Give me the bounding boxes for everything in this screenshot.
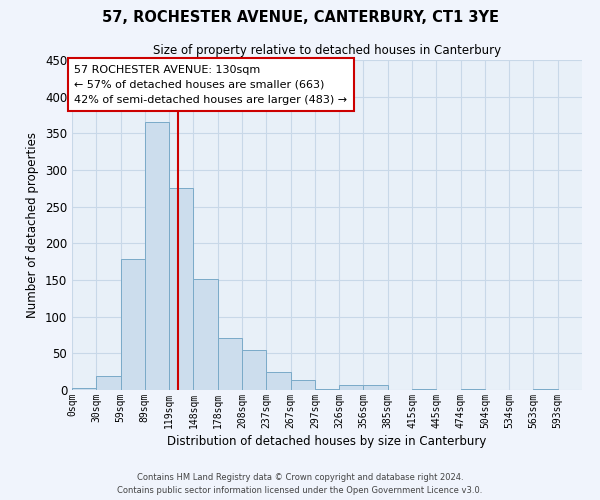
Bar	[266, 372, 290, 390]
Bar	[339, 385, 364, 390]
Bar	[290, 380, 315, 390]
Bar	[315, 388, 339, 390]
Bar	[364, 385, 388, 390]
Bar	[145, 122, 169, 390]
Bar	[72, 388, 96, 390]
Title: Size of property relative to detached houses in Canterbury: Size of property relative to detached ho…	[153, 44, 501, 58]
Text: 57, ROCHESTER AVENUE, CANTERBURY, CT1 3YE: 57, ROCHESTER AVENUE, CANTERBURY, CT1 3Y…	[101, 10, 499, 25]
Bar	[121, 260, 145, 390]
Bar	[193, 278, 218, 390]
Text: 57 ROCHESTER AVENUE: 130sqm
← 57% of detached houses are smaller (663)
42% of se: 57 ROCHESTER AVENUE: 130sqm ← 57% of det…	[74, 65, 347, 104]
Bar	[96, 376, 121, 390]
Bar	[242, 350, 266, 390]
Y-axis label: Number of detached properties: Number of detached properties	[26, 132, 40, 318]
X-axis label: Distribution of detached houses by size in Canterbury: Distribution of detached houses by size …	[167, 435, 487, 448]
Bar	[169, 188, 193, 390]
Bar	[218, 338, 242, 390]
Bar	[412, 388, 436, 390]
Text: Contains HM Land Registry data © Crown copyright and database right 2024.
Contai: Contains HM Land Registry data © Crown c…	[118, 474, 482, 495]
